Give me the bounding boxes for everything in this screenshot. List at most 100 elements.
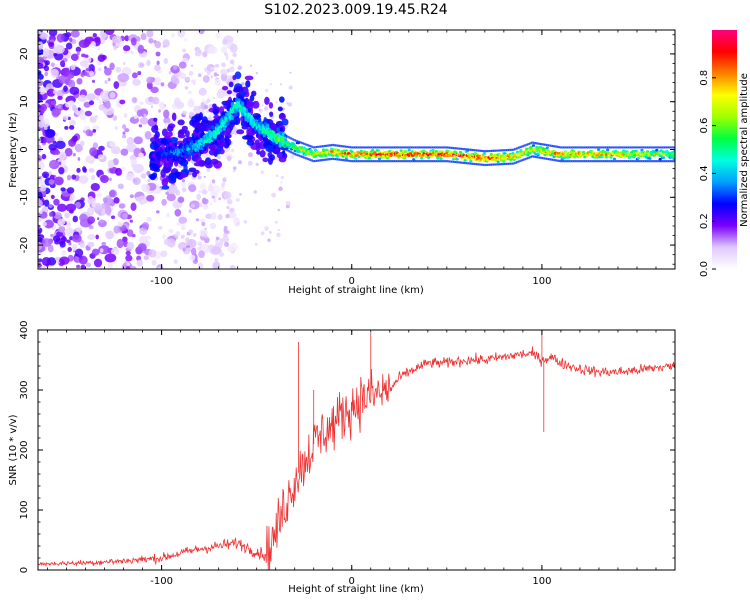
spectral-cell bbox=[280, 175, 285, 180]
spectral-cell bbox=[146, 216, 152, 222]
spectral-cell bbox=[54, 150, 61, 155]
spectral-cell bbox=[152, 96, 160, 105]
spectral-cell bbox=[108, 177, 112, 182]
spectral-cell bbox=[167, 184, 178, 194]
spectral-cell bbox=[48, 159, 60, 170]
y-tick-label: -20 bbox=[19, 237, 30, 253]
spectral-cell bbox=[104, 67, 112, 76]
spectral-cell bbox=[525, 148, 529, 151]
spectral-cell bbox=[122, 45, 131, 52]
spectral-cell bbox=[191, 203, 196, 208]
spectral-cell bbox=[501, 154, 505, 158]
spectral-cell bbox=[139, 101, 144, 105]
spectral-cell bbox=[68, 242, 72, 246]
spectral-cell bbox=[92, 128, 97, 133]
spectral-cell bbox=[238, 160, 242, 165]
spectral-cell bbox=[85, 68, 90, 72]
spectral-cell bbox=[78, 39, 90, 49]
spectral-cell bbox=[86, 93, 96, 101]
spectral-cell bbox=[211, 185, 221, 194]
spectral-cell bbox=[172, 65, 178, 70]
spectral-cell bbox=[161, 128, 168, 137]
spectral-cell bbox=[105, 195, 112, 205]
spectral-cell bbox=[81, 53, 86, 58]
spectral-cell bbox=[163, 116, 171, 125]
spectral-cell bbox=[198, 87, 207, 96]
spectral-cell bbox=[218, 197, 222, 201]
spectral-cell bbox=[207, 64, 211, 70]
spectral-cell bbox=[98, 145, 105, 151]
spectral-cell bbox=[215, 32, 221, 39]
spectral-cell bbox=[38, 41, 44, 50]
colorbar-tick-label: 0.4 bbox=[699, 165, 710, 181]
spectral-cell bbox=[234, 71, 242, 80]
spectral-cell bbox=[38, 119, 46, 128]
spectral-cell bbox=[155, 51, 161, 57]
spectral-cell bbox=[144, 130, 152, 140]
spectral-cell bbox=[214, 258, 219, 263]
spectral-cell bbox=[175, 231, 181, 236]
spectral-cell bbox=[153, 134, 159, 139]
spectral-cell bbox=[258, 108, 261, 112]
spectral-cell bbox=[422, 149, 426, 153]
spectral-cell bbox=[52, 235, 61, 242]
spectral-cell bbox=[241, 82, 245, 86]
spectral-cell bbox=[198, 190, 203, 194]
spectral-cell bbox=[184, 86, 189, 90]
spectral-cell bbox=[278, 142, 282, 147]
spectral-cell bbox=[40, 238, 52, 247]
spectral-cell bbox=[53, 198, 60, 206]
spectral-cell bbox=[244, 121, 249, 127]
spectral-cell bbox=[163, 109, 170, 119]
spectral-cell bbox=[87, 196, 94, 205]
spectral-cell bbox=[236, 221, 240, 226]
spectral-cell bbox=[104, 79, 108, 85]
spectral-cell bbox=[251, 129, 255, 134]
spectral-cell bbox=[75, 46, 82, 53]
spectral-cell bbox=[76, 77, 83, 85]
spectral-cell bbox=[65, 32, 72, 38]
spectral-cell bbox=[407, 148, 411, 152]
spectral-cell bbox=[228, 81, 234, 88]
spectral-cell bbox=[170, 32, 176, 38]
spectral-cell bbox=[181, 223, 186, 228]
colorbar-label: Normalized spectral amplitude bbox=[739, 73, 750, 227]
spectral-cell bbox=[38, 56, 45, 64]
x-tick-label: -100 bbox=[150, 276, 173, 287]
spectral-cell bbox=[83, 101, 91, 108]
spectral-cell bbox=[79, 112, 87, 121]
spectral-cell bbox=[271, 122, 276, 128]
spectral-cell bbox=[205, 213, 213, 220]
spectral-cell bbox=[126, 229, 134, 237]
spectral-cell bbox=[67, 247, 72, 252]
spectral-cell bbox=[51, 108, 60, 118]
spectral-cell bbox=[151, 259, 157, 266]
spectral-cell bbox=[204, 143, 208, 148]
spectral-cell bbox=[201, 189, 208, 195]
spectral-cell bbox=[98, 104, 105, 111]
spectral-cell bbox=[199, 203, 203, 207]
spectral-cell bbox=[181, 172, 186, 179]
spectral-cell bbox=[66, 174, 72, 181]
spectral-cell bbox=[95, 234, 99, 240]
spectral-cell bbox=[226, 121, 230, 126]
spectral-cell bbox=[219, 135, 223, 140]
spectral-cell bbox=[181, 125, 188, 132]
spectral-cell bbox=[268, 230, 272, 234]
spectral-cell bbox=[180, 242, 186, 247]
spectral-cell bbox=[88, 225, 94, 230]
spectral-cell bbox=[130, 202, 137, 212]
y-tick-label: 20 bbox=[19, 48, 30, 61]
spectral-cell bbox=[230, 102, 234, 107]
spectral-cell bbox=[88, 100, 95, 106]
snr-panel: -100 0 100 0 100 200 300 400 Height of straight… bbox=[8, 320, 676, 595]
spectral-cell bbox=[117, 73, 130, 83]
spectral-cell bbox=[184, 76, 190, 82]
spectral-cell bbox=[79, 242, 86, 249]
spectral-cell bbox=[212, 103, 217, 109]
spectral-cell bbox=[47, 244, 54, 253]
spectral-cell bbox=[232, 63, 235, 66]
spectral-cell bbox=[252, 100, 260, 109]
spectral-cell bbox=[38, 111, 41, 117]
